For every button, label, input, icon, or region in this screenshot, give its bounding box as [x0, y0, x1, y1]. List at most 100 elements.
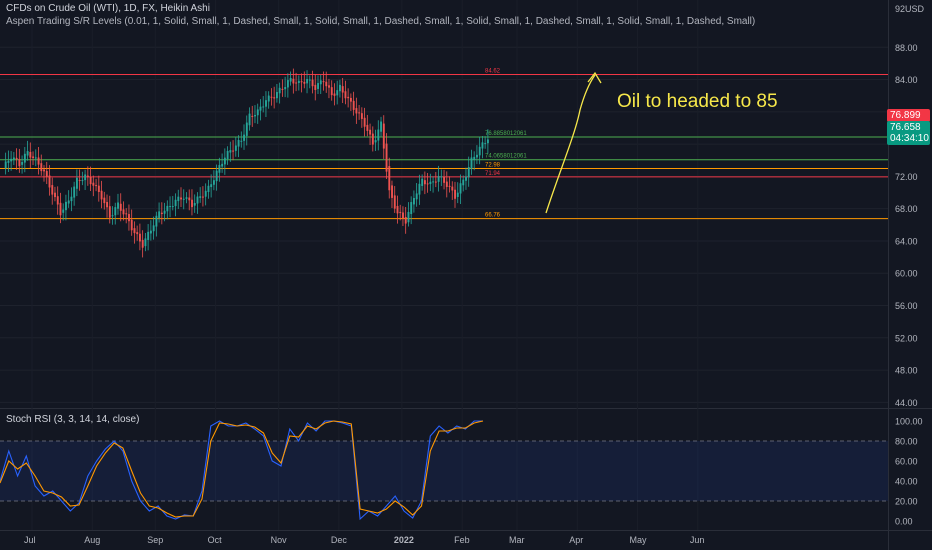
candle-body — [210, 184, 213, 188]
candle-body — [229, 150, 232, 153]
indicator-title: Aspen Trading S/R Levels (0.01, 1, Solid… — [6, 16, 756, 27]
candle-body — [122, 209, 125, 215]
candle-body — [265, 100, 267, 107]
candle-body — [322, 81, 325, 83]
candle-body — [415, 193, 418, 200]
candle-body — [341, 86, 344, 93]
candle-body — [196, 196, 199, 204]
stoch-tick-label: 40.00 — [895, 477, 918, 487]
candle-body — [270, 96, 273, 98]
stoch-rsi-label: Stoch RSI (3, 3, 14, 14, close) — [6, 414, 140, 425]
candle-body — [319, 80, 322, 85]
candle-body — [12, 157, 15, 160]
candle-body — [106, 202, 109, 208]
candle-body — [336, 90, 339, 96]
candle-body — [62, 209, 65, 213]
candle-body — [207, 185, 210, 192]
price-tick-label: 56.00 — [895, 301, 918, 311]
annotation-arrow — [545, 74, 596, 214]
candle-body — [114, 207, 117, 216]
candle-body — [465, 176, 467, 181]
candle-body — [402, 212, 404, 219]
candle-body — [429, 181, 432, 185]
sr-level-label: 72.98 — [485, 162, 501, 168]
candle-body — [432, 181, 435, 183]
candle-body — [484, 143, 487, 145]
candle-body — [297, 80, 300, 83]
candle-body — [240, 140, 243, 142]
candle-body — [232, 150, 235, 152]
time-tick-label: May — [630, 535, 648, 545]
candle-body — [75, 177, 78, 189]
price-tick-label: 60.00 — [895, 269, 918, 279]
candle-body — [443, 176, 446, 183]
candle-body — [262, 106, 265, 108]
candle-body — [267, 95, 270, 102]
candle-body — [339, 84, 341, 92]
candle-body — [10, 158, 13, 162]
candle-body — [133, 228, 136, 234]
candle-body — [139, 233, 141, 242]
candle-body — [223, 157, 226, 165]
candle-body — [300, 81, 303, 83]
candle-body — [43, 169, 45, 172]
last-price-badge-green: 76.658 04:34:10 — [887, 121, 930, 145]
candle-body — [410, 202, 413, 215]
candle-body — [4, 161, 7, 169]
sr-level-label: 74.0658012061 — [485, 154, 527, 160]
candle-body — [221, 163, 224, 167]
candle-body — [48, 175, 51, 188]
stoch-tick-label: 60.00 — [895, 457, 918, 467]
candle-body — [330, 87, 333, 96]
candle-body — [147, 231, 150, 240]
price-tick-label: 52.00 — [895, 333, 918, 343]
candle-body — [218, 164, 221, 173]
price-tick-label: 72.00 — [895, 172, 918, 182]
bar-countdown: 04:34:10 — [890, 133, 929, 144]
candle-body — [111, 215, 114, 217]
candle-body — [78, 179, 81, 181]
candle-body — [399, 211, 402, 213]
candle-body — [56, 196, 59, 205]
time-tick-label: Feb — [454, 535, 470, 545]
price-tick-label: 44.00 — [895, 398, 918, 408]
candle-body — [292, 78, 295, 84]
candle-body — [314, 84, 317, 90]
candle-body — [385, 143, 388, 172]
time-tick-label: Sep — [147, 535, 163, 545]
candle-body — [193, 203, 196, 206]
candle-body — [37, 157, 40, 165]
candle-body — [445, 181, 448, 187]
candle-body — [103, 197, 106, 204]
candle-body — [363, 117, 366, 127]
candle-body — [459, 183, 462, 194]
candle-body — [51, 185, 54, 195]
candle-body — [358, 112, 361, 114]
candle-body — [84, 174, 87, 181]
candle-body — [349, 97, 352, 102]
price-tick-label: 88.00 — [895, 43, 918, 53]
candle-body — [182, 198, 185, 200]
candle-body — [295, 82, 298, 84]
stoch-tick-label: 100.00 — [895, 417, 923, 427]
candle-body — [311, 79, 314, 87]
candle-body — [26, 151, 29, 156]
candle-body — [462, 179, 465, 186]
candle-body — [21, 162, 24, 165]
candle-body — [97, 185, 100, 193]
candle-body — [7, 160, 10, 163]
candle-body — [155, 215, 158, 227]
candle-body — [73, 186, 76, 198]
candle-body — [166, 205, 169, 212]
candle-body — [171, 206, 174, 208]
candle-body — [347, 96, 350, 99]
candle-body — [308, 79, 311, 81]
candle-body — [15, 157, 18, 160]
candle-body — [23, 153, 26, 163]
stoch-tick-label: 20.00 — [895, 497, 918, 507]
candle-body — [29, 151, 32, 158]
candle-body — [388, 166, 391, 191]
time-tick-label: 2022 — [394, 535, 414, 545]
candle-body — [125, 213, 128, 215]
